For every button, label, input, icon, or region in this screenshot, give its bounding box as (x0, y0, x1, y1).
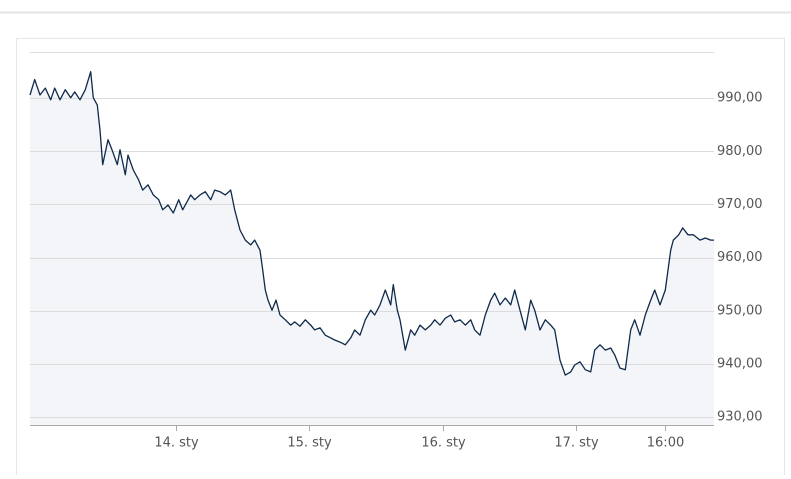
y-tick-label: 960,00 (717, 250, 763, 265)
x-tick-label: 16. sty (421, 436, 466, 451)
y-tick-label: 990,00 (717, 91, 763, 106)
x-tick-label: 16:00 (647, 436, 684, 451)
x-tick-label: 14. sty (154, 436, 199, 451)
y-tick-label: 950,00 (717, 303, 763, 318)
card-border (16, 38, 785, 475)
price-line (29, 71, 714, 376)
area-fill (30, 71, 714, 425)
x-tick-label: 15. sty (287, 436, 332, 451)
x-tick-label: 17. sty (554, 436, 599, 451)
y-tick-label: 930,00 (717, 410, 763, 425)
y-tick-label: 940,00 (717, 356, 763, 371)
y-tick-label: 970,00 (717, 197, 763, 212)
y-tick-label: 980,00 (717, 144, 763, 159)
